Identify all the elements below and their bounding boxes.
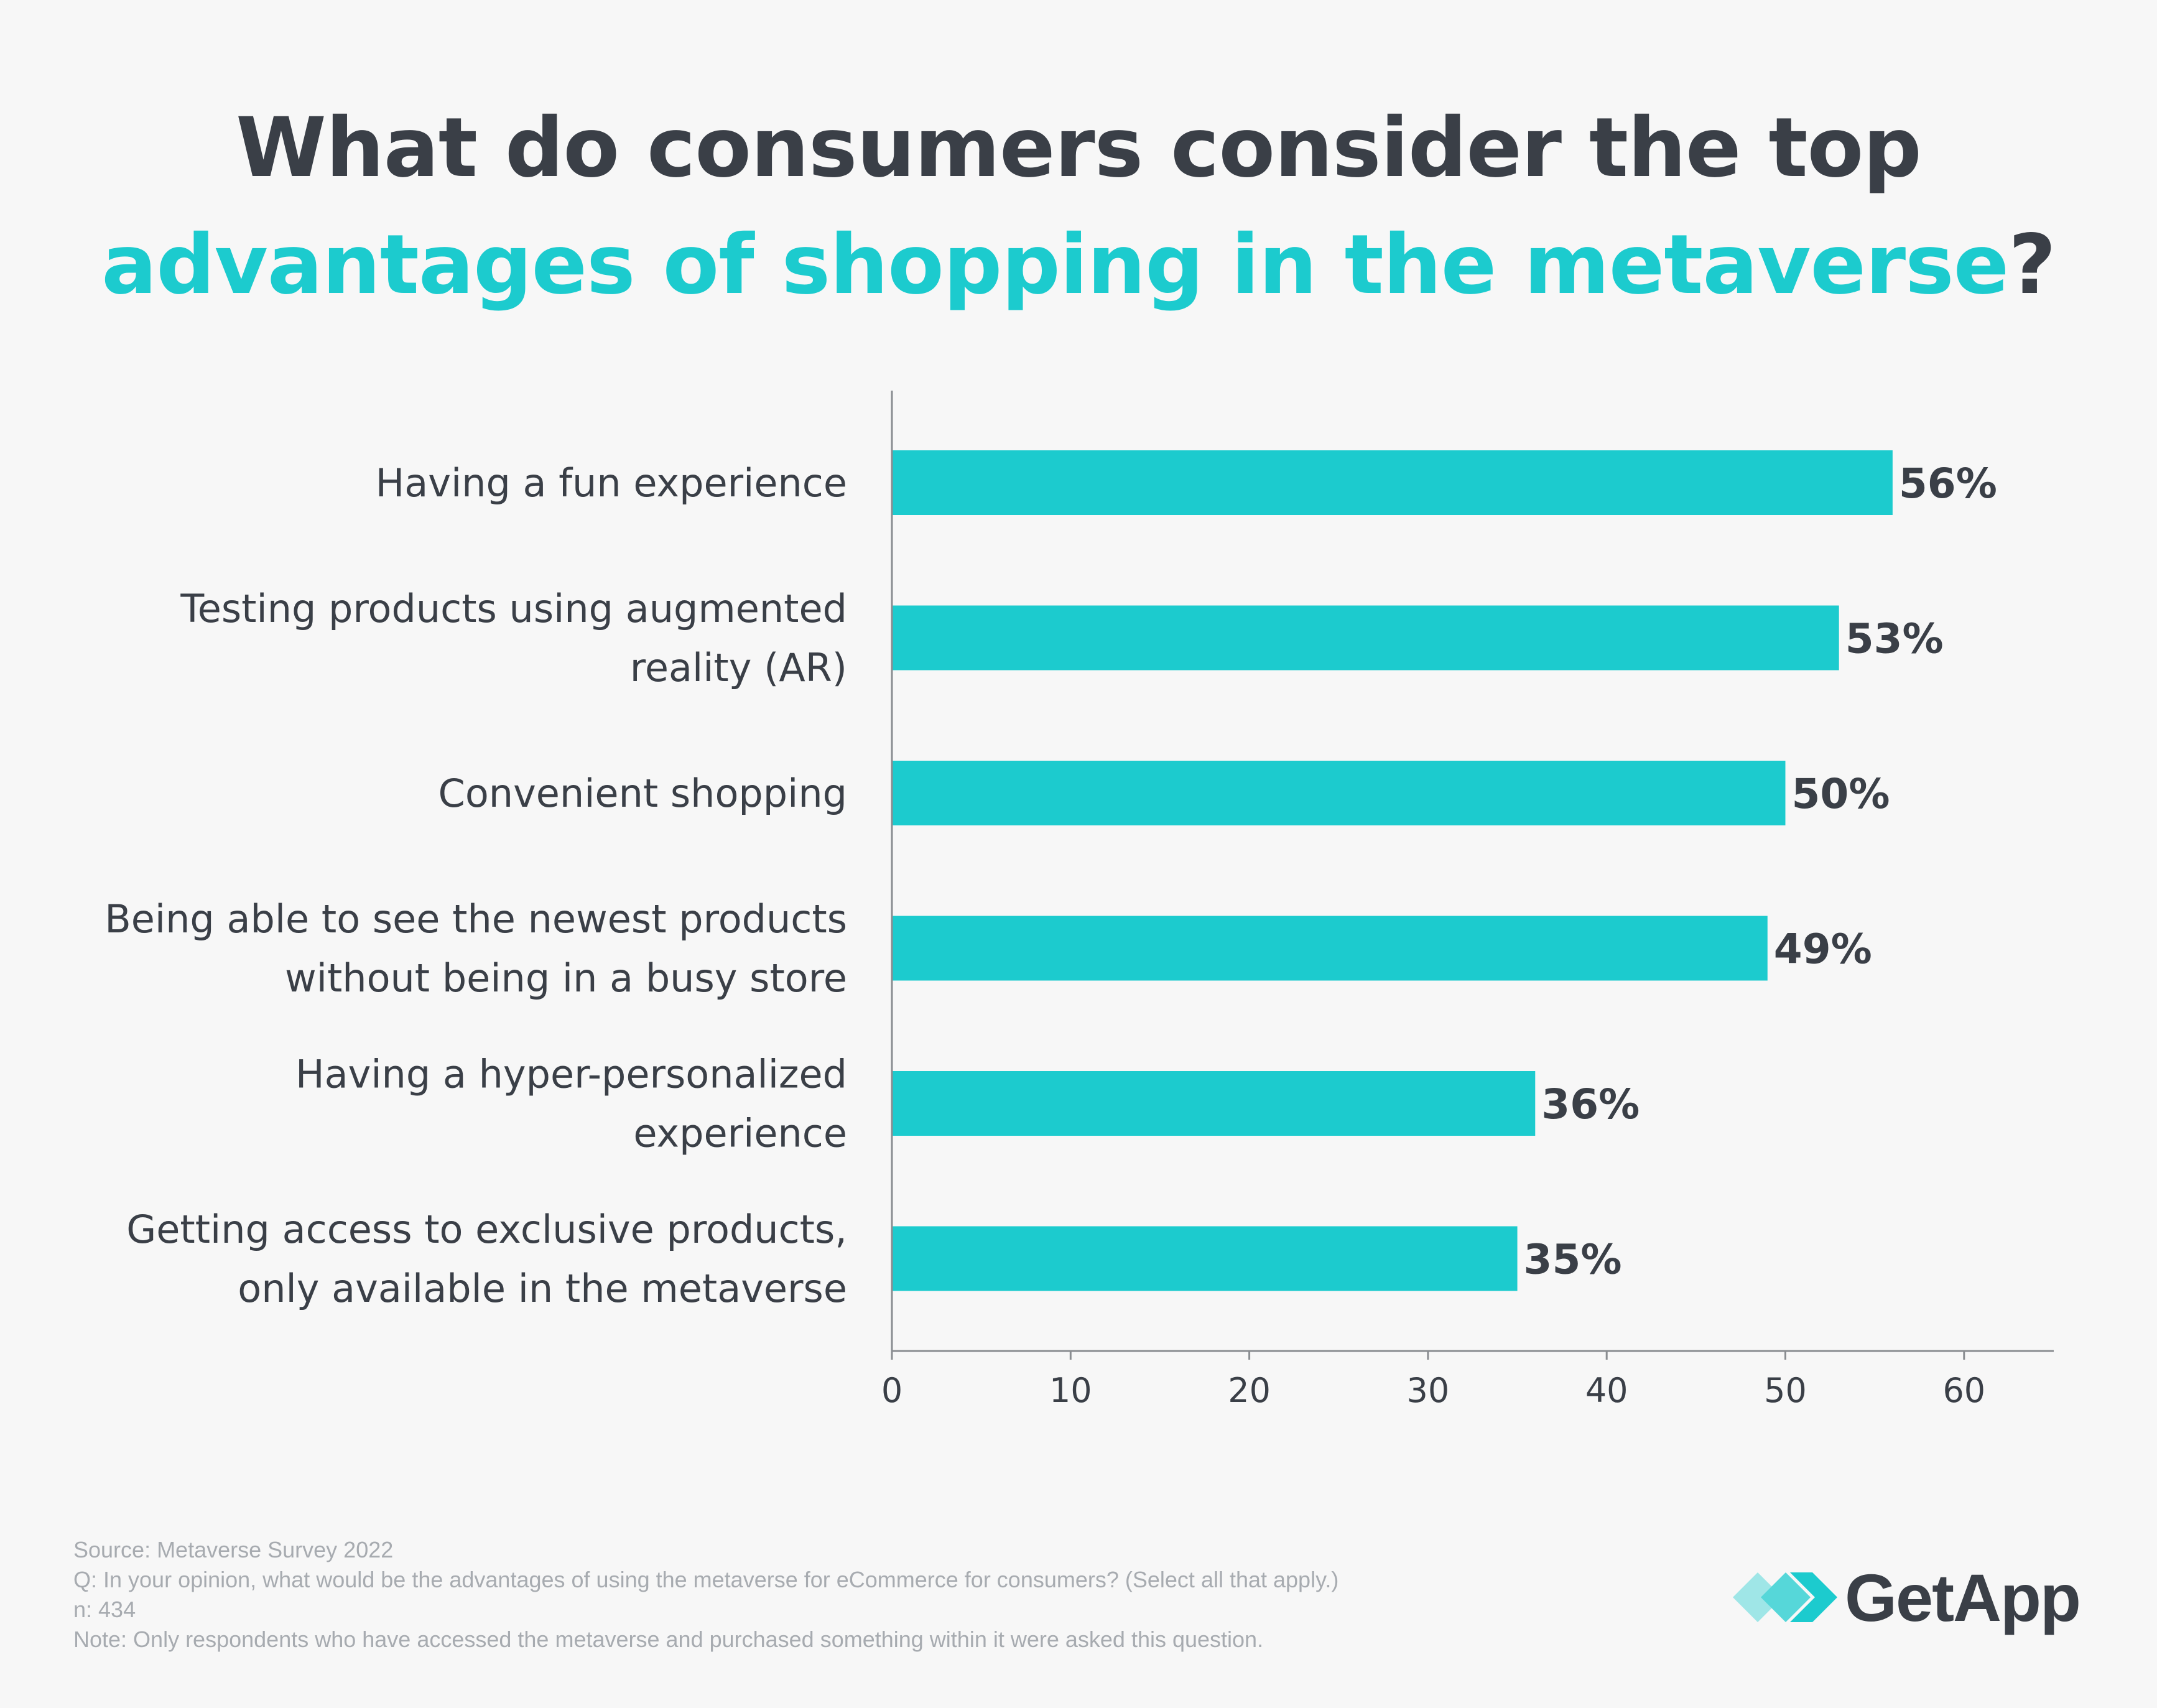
bar-value-label-1: 56% [1899, 460, 1997, 508]
bar-value-label-4: 49% [1774, 926, 1872, 973]
category-label-6-line-1: Getting access to exclusive products, [126, 1207, 847, 1252]
getapp-chevron-icon [1733, 1572, 1837, 1622]
x-tick-label-30: 30 [1407, 1371, 1450, 1410]
bar-1 [892, 450, 1893, 515]
getapp-logo-text: GetApp [1845, 1559, 2081, 1635]
category-label-5-line-2: experience [633, 1111, 847, 1156]
bar-4 [892, 916, 1768, 981]
bar-3 [892, 761, 1786, 825]
getapp-logo: GetApp [1733, 1559, 2081, 1635]
category-label-4-line-1: Being able to see the newest products [104, 896, 847, 942]
category-label-2-line-2: reality (AR) [630, 645, 847, 690]
footnotes: Source: Metaverse Survey 2022 Q: In your… [73, 1535, 1338, 1655]
category-label-5-line-1: Having a hyper-personalized [295, 1052, 847, 1097]
bar-value-label-3: 50% [1792, 770, 1890, 818]
chart-title-line-2: advantages of shopping in the metaverse? [0, 224, 2157, 306]
footnote-source: Source: Metaverse Survey 2022 [73, 1537, 394, 1562]
x-tick-label-40: 40 [1585, 1371, 1628, 1410]
footnote-question: Q: In your opinion, what would be the ad… [73, 1567, 1339, 1592]
bar-6 [892, 1226, 1518, 1291]
bar-chart: 56% Having a fun experience 53% Testing pro… [104, 391, 2054, 1410]
x-tick-label-60: 60 [1942, 1371, 1985, 1410]
bar-value-label-6: 35% [1524, 1236, 1622, 1284]
bar-value-label-5: 36% [1541, 1080, 1640, 1128]
x-tick-label-10: 10 [1049, 1371, 1092, 1410]
chart-title-accent: advantages of shopping in the metaverse [101, 217, 2009, 313]
category-label-4-line-2: without being in a busy store [285, 955, 847, 1001]
bar-2 [892, 605, 1839, 671]
category-label-6-line-2: only available in the metaverse [238, 1266, 847, 1311]
chart-title-line-1: What do consumers consider the top [236, 100, 1922, 196]
bar-value-label-2: 53% [1845, 615, 1944, 663]
chart-title-suffix: ? [2008, 217, 2056, 313]
footnote-note: Note: Only respondents who have accessed… [73, 1627, 1264, 1652]
x-tick-label-50: 50 [1764, 1371, 1807, 1410]
category-label-2-line-1: Testing products using augmented [180, 586, 847, 631]
x-tick-label-20: 20 [1228, 1371, 1271, 1410]
category-label-3-line-1: Convenient shopping [438, 771, 847, 816]
footnote-sample-size: n: 434 [73, 1597, 136, 1622]
category-label-1-line-1: Having a fun experience [376, 460, 847, 506]
bar-5 [892, 1071, 1536, 1136]
x-tick-label-0: 0 [881, 1371, 902, 1410]
